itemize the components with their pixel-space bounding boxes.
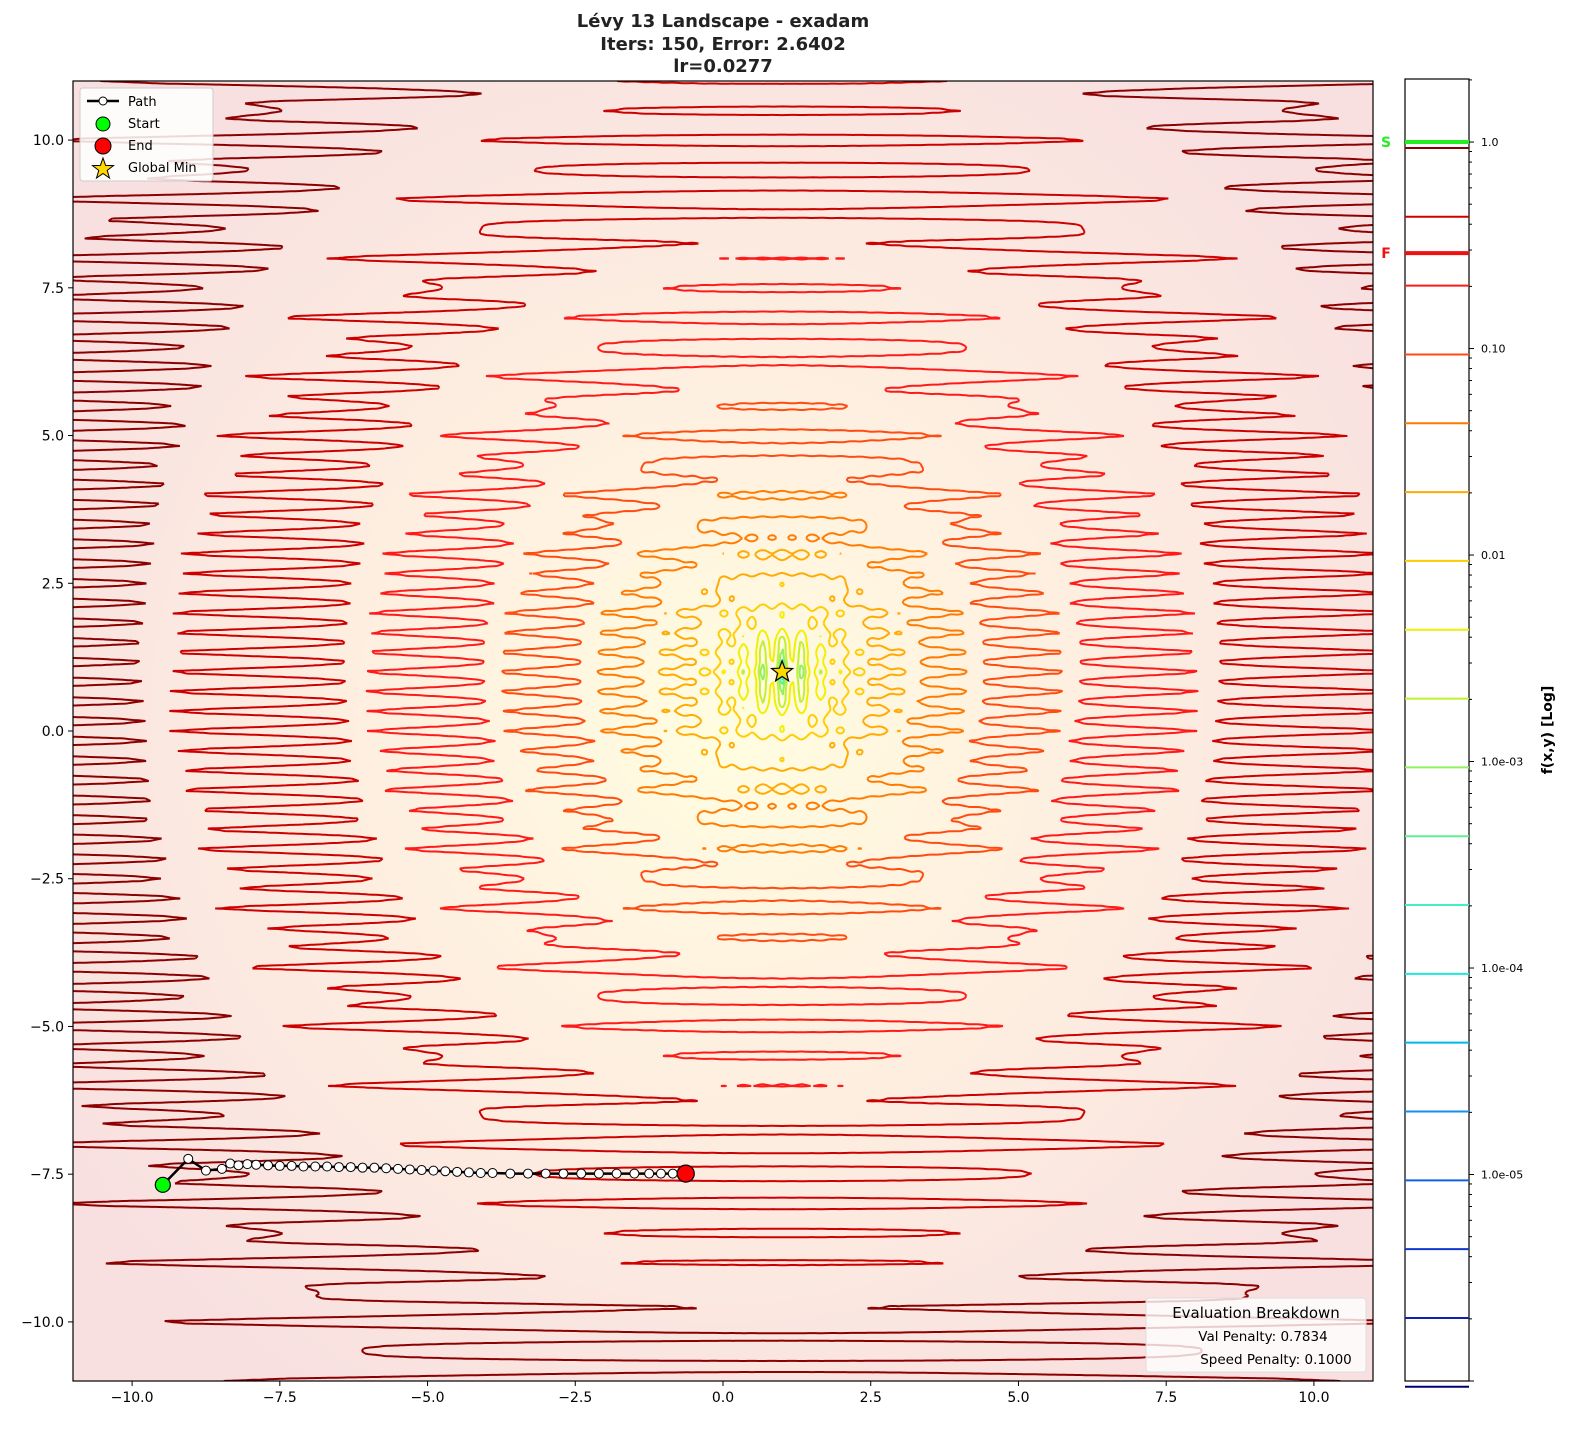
path-point (323, 1162, 332, 1171)
path-point (476, 1169, 485, 1178)
x-tick-label: −5.0 (411, 1390, 445, 1406)
colorbar-start-marker: S (1381, 135, 1391, 151)
y-tick-label: 5.0 (42, 429, 64, 445)
path-point (645, 1169, 654, 1178)
val-penalty: Val Penalty: 0.7834 (1198, 1329, 1327, 1345)
x-tick-label: 0.0 (712, 1390, 734, 1406)
legend-start-label: Start (128, 117, 160, 132)
path-point (612, 1169, 621, 1178)
legend-end-marker-icon (95, 138, 111, 154)
path-point (334, 1163, 343, 1172)
path-point (541, 1169, 550, 1178)
x-tick-label: −2.5 (558, 1390, 592, 1406)
y-tick-label: −5.0 (30, 1019, 64, 1035)
path-point (184, 1154, 193, 1163)
legend-start-marker-icon (96, 117, 110, 131)
x-tick-label: 10.0 (1298, 1390, 1329, 1406)
path-point (382, 1164, 391, 1173)
colorbar-final-marker: F (1381, 246, 1391, 262)
path-point (506, 1169, 515, 1178)
path-point (287, 1161, 296, 1170)
y-tick-label: 2.5 (42, 576, 64, 592)
path-point (668, 1169, 677, 1178)
x-tick-label: −7.5 (263, 1390, 297, 1406)
evaluation-breakdown-box: Evaluation Breakdown Val Penalty: 0.7834… (1146, 1298, 1366, 1372)
colorbar-tick-label: 0.10 (1481, 343, 1506, 356)
x-tick-label: −10.0 (111, 1390, 154, 1406)
chart-title-line-3: lr=0.0277 (673, 56, 773, 77)
colorbar: S F 1.0 0.10 0.01 1.0e-03 1.0e-04 1.0e-05 (1381, 79, 1523, 1387)
path-point (594, 1169, 603, 1178)
x-tick-label: 2.5 (860, 1390, 882, 1406)
path-point (656, 1169, 665, 1178)
path-point (559, 1169, 568, 1178)
legend-path-marker-icon (99, 97, 107, 105)
path-point (226, 1159, 235, 1168)
colorbar-label: f(x,y) [Log] (1540, 686, 1556, 775)
path-point (234, 1161, 243, 1170)
y-tick-label: −2.5 (30, 872, 64, 888)
path-point (488, 1169, 497, 1178)
colorbar-tick-label: 0.01 (1481, 549, 1506, 562)
path-point (275, 1161, 284, 1170)
path-point (346, 1163, 355, 1172)
path-point (429, 1166, 438, 1175)
path-point (358, 1163, 367, 1172)
x-tick-label: 7.5 (1155, 1390, 1177, 1406)
path-point (630, 1169, 639, 1178)
path-point (524, 1169, 533, 1178)
colorbar-tick-label: 1.0e-05 (1481, 1169, 1523, 1182)
y-tick-label: 7.5 (42, 281, 64, 297)
legend-global-min-label: Global Min (128, 161, 197, 176)
evaluation-title: Evaluation Breakdown (1172, 1304, 1340, 1322)
y-tick-label: 10.0 (33, 133, 64, 149)
path-point (577, 1169, 586, 1178)
x-tick-label: 5.0 (1007, 1390, 1029, 1406)
y-tick-label: −7.5 (30, 1167, 64, 1183)
path-point (453, 1167, 462, 1176)
path-point (405, 1165, 414, 1174)
path-point (264, 1161, 273, 1170)
path-point (252, 1160, 261, 1169)
path-point (417, 1166, 426, 1175)
chart-title-line-2: Iters: 150, Error: 2.6402 (600, 34, 845, 55)
path-point (441, 1167, 450, 1176)
legend-end-label: End (128, 139, 153, 154)
y-tick-label: −10.0 (21, 1315, 64, 1331)
path-point (201, 1166, 210, 1175)
path-point (464, 1168, 473, 1177)
colorbar-tick-label: 1.0e-03 (1481, 756, 1523, 769)
path-point (311, 1162, 320, 1171)
colorbar-tick-label: 1.0 (1481, 136, 1499, 149)
start-marker (155, 1177, 170, 1192)
path-point (217, 1164, 226, 1173)
speed-penalty: Speed Penalty: 0.1000 (1200, 1352, 1352, 1368)
chart-title-line-1: Lévy 13 Landscape - exadam (577, 11, 869, 32)
end-marker (677, 1165, 694, 1182)
y-tick-label: 0.0 (42, 724, 64, 740)
legend: Path Start End Global Min (80, 88, 213, 181)
colorbar-tick-label: 1.0e-04 (1481, 962, 1523, 975)
path-point (299, 1162, 308, 1171)
path-point (370, 1163, 379, 1172)
path-point (243, 1160, 252, 1169)
path-point (394, 1164, 403, 1173)
legend-path-label: Path (128, 95, 157, 110)
